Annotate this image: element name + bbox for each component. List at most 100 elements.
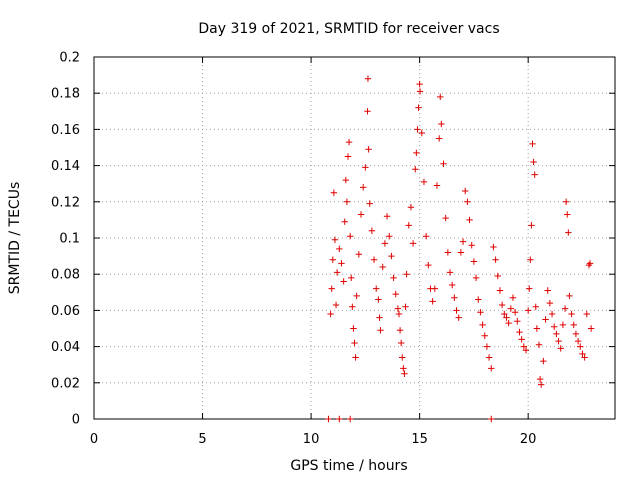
data-point <box>375 296 382 303</box>
data-point <box>466 216 473 224</box>
grid-lines <box>94 57 615 419</box>
x-tick-label: 5 <box>198 432 206 447</box>
data-point <box>587 325 595 332</box>
data-point <box>429 298 436 305</box>
data-point <box>336 415 343 423</box>
data-point <box>555 337 562 345</box>
data-point <box>346 232 354 240</box>
data-point <box>376 314 383 321</box>
data-point <box>402 303 409 310</box>
data-point <box>453 307 460 314</box>
y-tick-label: 0.1 <box>59 232 80 247</box>
data-point <box>425 261 432 269</box>
data-point <box>542 316 549 323</box>
data-point <box>327 310 334 318</box>
data-point <box>401 370 408 377</box>
data-point <box>475 296 482 303</box>
data-point <box>528 222 535 229</box>
data-point <box>496 287 504 294</box>
data-point <box>459 238 467 245</box>
data-point <box>351 339 358 347</box>
data-point <box>514 318 521 325</box>
data-point <box>418 129 425 137</box>
data-point <box>431 285 439 292</box>
data-point <box>455 314 462 321</box>
data-point <box>433 182 441 189</box>
data-point <box>566 292 573 300</box>
data-point <box>362 164 369 171</box>
data-point <box>448 281 456 289</box>
data-point <box>377 327 384 334</box>
data-point <box>494 272 501 280</box>
data-point <box>386 232 393 240</box>
data-point <box>329 256 336 263</box>
data-point <box>540 357 547 365</box>
data-point <box>359 184 367 191</box>
data-point <box>325 415 332 423</box>
data-point <box>531 171 538 178</box>
data-point <box>353 292 360 300</box>
data-point <box>400 365 407 372</box>
data-point <box>507 305 514 312</box>
data-point <box>530 158 537 166</box>
data-point <box>532 303 539 310</box>
data-point <box>462 187 469 195</box>
data-point <box>492 256 499 263</box>
data-point <box>343 198 351 205</box>
data-point <box>331 236 339 244</box>
data-point <box>338 260 345 267</box>
data-point <box>345 138 353 146</box>
data-point <box>559 321 567 329</box>
data-point <box>349 303 356 310</box>
data-point <box>355 251 363 258</box>
data-point <box>438 120 445 128</box>
data-point <box>581 354 588 361</box>
data-point <box>511 309 519 316</box>
data-point <box>505 319 512 327</box>
data-point <box>352 354 359 361</box>
data-point <box>364 108 371 115</box>
data-point <box>485 354 493 361</box>
data-point <box>394 305 402 312</box>
data-point <box>437 93 444 101</box>
data-point <box>451 294 458 301</box>
data-point <box>392 290 399 298</box>
data-point <box>435 135 443 142</box>
data-point <box>395 310 403 318</box>
y-axis-title: SRMTID / TECUs <box>7 182 23 295</box>
data-point <box>415 104 422 111</box>
data-point <box>561 305 569 312</box>
data-point <box>332 301 340 309</box>
data-point <box>403 271 410 278</box>
data-point <box>420 178 428 186</box>
data-point <box>498 301 506 309</box>
data-point <box>527 256 534 263</box>
data-point <box>503 314 510 321</box>
data-point <box>348 274 355 282</box>
data-point <box>407 204 415 211</box>
data-point <box>416 80 423 88</box>
y-tick-label: 0.04 <box>51 340 80 355</box>
data-point <box>570 321 577 329</box>
y-tick-label: 0.14 <box>51 159 80 174</box>
data-point <box>330 189 338 196</box>
y-tick-label: 0.2 <box>59 51 80 66</box>
x-tick-label: 20 <box>520 432 537 447</box>
x-tick-label: 0 <box>90 432 98 447</box>
data-point <box>457 249 465 256</box>
data-point <box>535 341 543 348</box>
data-point <box>568 310 575 318</box>
chart-title: Day 319 of 2021, SRMTID for receiver vac… <box>198 21 499 37</box>
data-point <box>546 299 554 307</box>
x-axis-title: GPS time / hours <box>290 458 407 474</box>
data-point <box>365 146 372 153</box>
data-point <box>526 285 533 292</box>
data-point <box>544 287 551 294</box>
data-point <box>579 350 586 358</box>
data-point <box>464 198 471 205</box>
data-point <box>572 330 580 338</box>
data-point <box>562 198 570 205</box>
data-point <box>529 140 536 148</box>
